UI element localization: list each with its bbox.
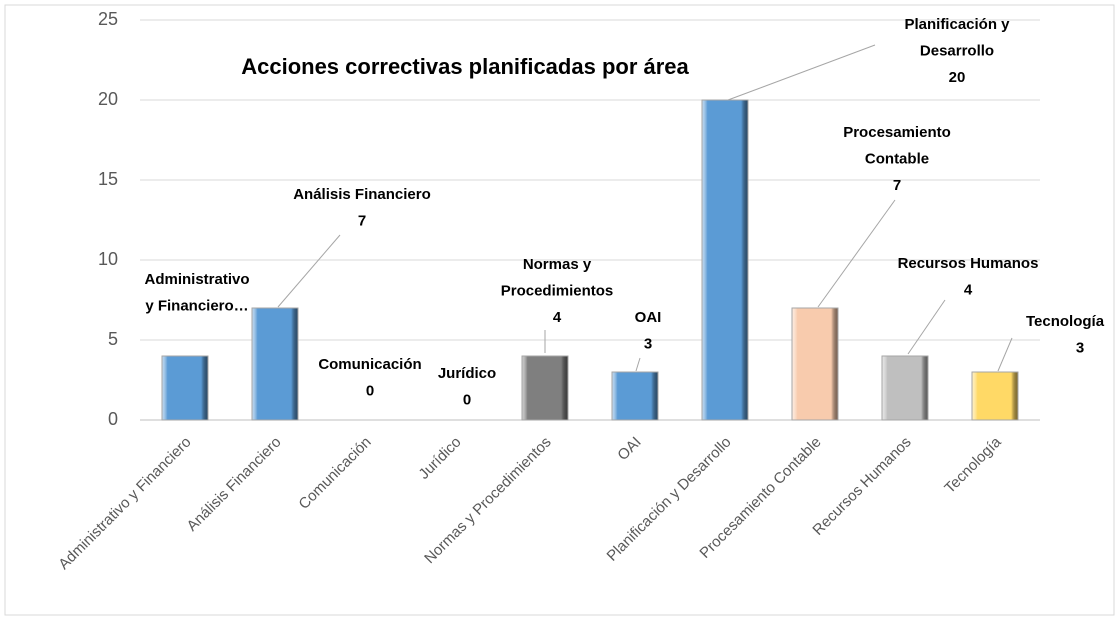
data-label-value: 7 — [358, 212, 366, 229]
x-tick-label: Comunicación — [295, 434, 374, 513]
chart-title: Acciones correctivas planificadas por ár… — [241, 54, 689, 79]
data-label-value: 0 — [463, 391, 471, 408]
y-tick-label: 25 — [98, 9, 118, 29]
data-label-name: Recursos Humanos — [898, 255, 1039, 272]
y-tick-label: 15 — [98, 169, 118, 189]
data-label-value: 4 — [553, 309, 562, 326]
bar-shade — [791, 307, 839, 421]
data-label-name: Contable — [865, 150, 929, 167]
bar-shade — [971, 371, 1019, 421]
y-tick-label: 10 — [98, 249, 118, 269]
data-label-name: Análisis Financiero — [293, 186, 431, 203]
data-label-name: y Financiero… — [145, 297, 248, 314]
x-tick-label: OAI — [614, 434, 644, 464]
y-tick-label: 20 — [98, 89, 118, 109]
bar-shade — [881, 355, 929, 421]
data-label-name: Comunicación — [318, 356, 421, 373]
chart-border — [4, 4, 1115, 616]
bar-shade — [161, 355, 209, 421]
data-label-name: Administrativo — [144, 271, 249, 288]
leader-line — [907, 299, 946, 355]
data-label-name: Planificación y — [904, 16, 1010, 33]
y-tick-label: 5 — [108, 329, 118, 349]
x-tick-label: Recursos Humanos — [809, 434, 914, 539]
leader-line — [727, 44, 876, 101]
data-label-value: 3 — [1076, 339, 1084, 356]
leader-line — [277, 234, 341, 308]
x-tick-label: Tecnología — [941, 433, 1005, 497]
data-label-value: 4 — [964, 281, 973, 298]
x-tick-label: Administrativo y Financiero — [55, 434, 194, 573]
data-label-value: 3 — [644, 335, 652, 352]
data-label-name: Jurídico — [438, 365, 496, 382]
x-tick-label: Jurídico — [415, 434, 464, 483]
data-label-value: 0 — [366, 382, 374, 399]
data-label-name: Procedimientos — [501, 282, 614, 299]
data-label-name: Desarrollo — [920, 42, 994, 59]
bar-shade — [521, 355, 569, 421]
bar-shade — [251, 307, 299, 421]
data-label-name: Normas y — [523, 256, 592, 273]
data-label-value: 7 — [893, 177, 901, 194]
bar-shade — [701, 99, 749, 421]
leader-line — [997, 337, 1013, 372]
leader-line — [635, 357, 641, 372]
data-label-name: Tecnología — [1026, 313, 1105, 330]
leader-line — [817, 199, 896, 308]
data-label-value: 20 — [949, 69, 966, 86]
data-label-name: OAI — [635, 309, 662, 326]
bar-shade — [611, 371, 659, 421]
x-tick-label: Análisis Financiero — [184, 434, 285, 535]
data-label-name: Procesamiento — [843, 124, 951, 141]
y-tick-label: 0 — [108, 409, 118, 429]
